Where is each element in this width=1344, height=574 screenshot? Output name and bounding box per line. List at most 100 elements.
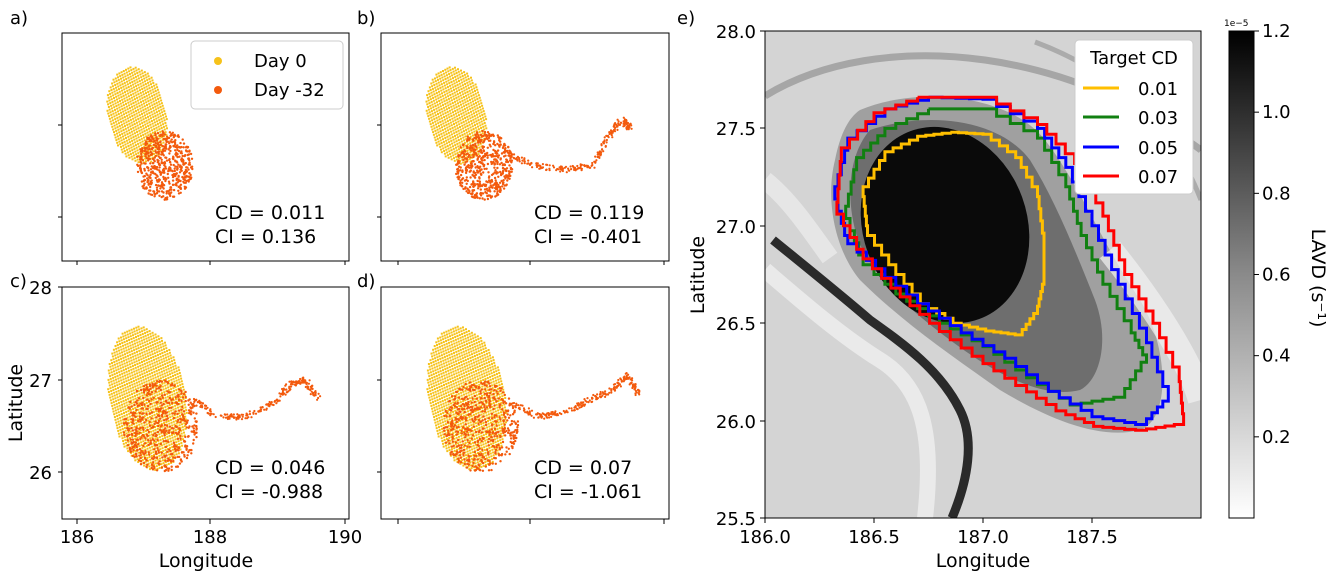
day0-point xyxy=(144,365,147,368)
day0-point xyxy=(107,378,110,381)
day32-point xyxy=(475,192,479,195)
day32-point xyxy=(156,414,160,417)
day0-point xyxy=(113,81,116,84)
day0-point xyxy=(450,426,453,429)
day0-point xyxy=(455,415,458,418)
day0-point xyxy=(143,455,146,458)
day0-point xyxy=(124,127,127,130)
day0-point xyxy=(149,406,152,409)
day0-point xyxy=(125,87,128,90)
day0-point xyxy=(434,111,436,114)
day0-point xyxy=(107,106,110,108)
day0-point xyxy=(436,144,439,147)
day32-point xyxy=(483,163,486,167)
day0-point xyxy=(146,352,149,355)
day32-point xyxy=(177,446,180,449)
day0-point xyxy=(448,150,451,153)
day0-point xyxy=(445,139,448,142)
day0-point xyxy=(456,158,458,161)
day32-point xyxy=(181,396,185,399)
day0-point xyxy=(128,73,131,75)
day32-point xyxy=(169,166,172,170)
day32-point xyxy=(136,419,140,423)
day0-point xyxy=(175,379,178,382)
day0-point xyxy=(448,82,451,85)
day0-point xyxy=(133,79,136,82)
day0-point xyxy=(146,447,149,450)
day0-point xyxy=(465,131,468,134)
day32-point xyxy=(138,411,142,415)
day0-point xyxy=(442,445,445,448)
day0-point xyxy=(156,341,159,344)
day32-point xyxy=(146,404,150,408)
day0-point xyxy=(161,114,164,116)
day0-point xyxy=(460,122,463,125)
day32-point xyxy=(485,188,488,191)
day0-point xyxy=(435,132,438,135)
day0-point xyxy=(168,456,171,459)
day32-point xyxy=(502,187,506,190)
day0-point xyxy=(122,369,125,372)
day32-point xyxy=(608,131,611,134)
day32-point xyxy=(179,179,182,183)
day0-point xyxy=(150,400,153,402)
day32-point xyxy=(157,178,161,181)
day0-point xyxy=(168,370,171,373)
day0-point xyxy=(457,102,459,105)
day32-point xyxy=(489,196,493,199)
day0-point xyxy=(428,375,431,378)
day0-point xyxy=(163,110,166,113)
day0-point xyxy=(117,356,120,359)
day0-point xyxy=(133,113,136,116)
day32-point xyxy=(179,459,183,462)
day0-point xyxy=(145,346,148,349)
day32-point xyxy=(174,410,177,413)
day0-point xyxy=(435,341,438,344)
day0-point xyxy=(448,439,451,442)
day0-point xyxy=(177,378,180,381)
day32-point xyxy=(468,146,471,150)
day32-point xyxy=(606,134,610,138)
panel-b-ci: CI = -0.401 xyxy=(534,226,642,248)
day0-point xyxy=(121,98,124,101)
day0-point xyxy=(112,379,115,382)
day32-point xyxy=(122,431,126,434)
day0-point xyxy=(141,437,144,440)
day32-point xyxy=(164,145,167,148)
day32-point xyxy=(207,412,210,415)
day0-point xyxy=(457,442,459,445)
day0-point xyxy=(472,103,475,106)
day0-point xyxy=(120,431,123,434)
day0-point xyxy=(441,430,444,433)
day0-point xyxy=(173,414,176,417)
day32-point xyxy=(153,432,157,435)
day0-point xyxy=(480,127,483,129)
day0-point xyxy=(451,74,454,77)
day0-point xyxy=(134,345,137,348)
day0-point xyxy=(182,428,185,431)
day0-point xyxy=(157,461,160,464)
day32-point xyxy=(153,195,156,198)
day0-point xyxy=(114,108,116,111)
day32-point xyxy=(143,403,146,406)
day0-point xyxy=(115,369,118,372)
day0-point xyxy=(152,150,155,153)
day0-point xyxy=(461,149,464,152)
day0-point xyxy=(452,435,455,437)
day0-point xyxy=(162,116,165,119)
day0-point xyxy=(162,462,165,465)
day0-point xyxy=(448,107,451,109)
day0-point xyxy=(457,136,459,139)
day0-point xyxy=(427,90,430,93)
day0-point xyxy=(144,374,147,377)
day32-point xyxy=(530,161,533,165)
day32-point xyxy=(143,182,146,185)
day0-point xyxy=(437,122,440,125)
day0-point xyxy=(140,367,142,370)
day0-point xyxy=(110,104,113,107)
day0-point xyxy=(147,149,149,152)
day0-point xyxy=(150,347,153,350)
day0-point xyxy=(153,404,156,407)
day0-point xyxy=(443,125,446,128)
day0-point xyxy=(470,110,472,113)
